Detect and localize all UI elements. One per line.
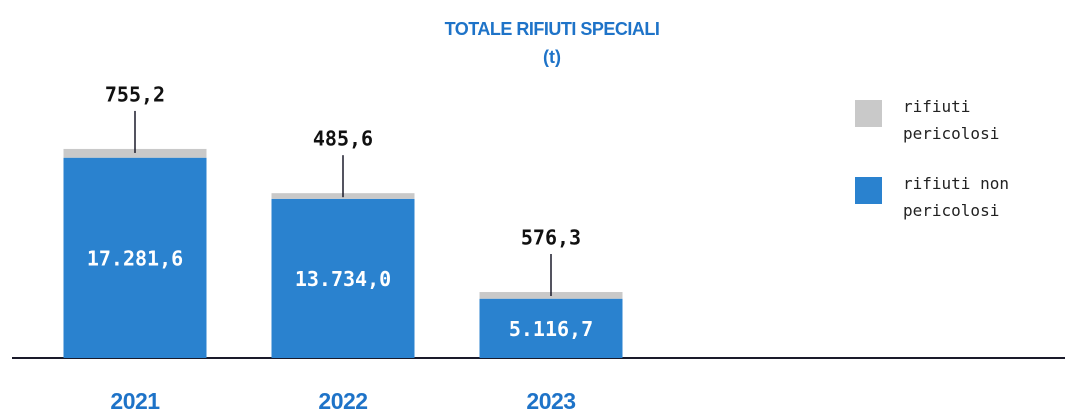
value-label: 485,6 [313, 127, 373, 151]
x-tick-label: 2021 [110, 388, 160, 414]
value-label: 576,3 [521, 226, 581, 250]
legend-label: rifiuti pericolosi [903, 97, 1000, 143]
bar-segment [479, 298, 623, 358]
legend-swatch [855, 100, 882, 127]
bar-segment [63, 148, 207, 158]
value-label: 5.116,7 [509, 317, 593, 341]
value-label: 17.281,6 [87, 246, 183, 270]
value-label: 13.734,0 [295, 267, 391, 291]
value-label: 755,2 [105, 82, 165, 106]
legend-swatch [855, 177, 882, 204]
bar-segment [63, 157, 207, 358]
chart-title: TOTALE RIFIUTI SPECIALI [445, 19, 660, 39]
legend-label: rifiuti non pericolosi [903, 174, 1009, 220]
x-tick-label: 2023 [526, 388, 575, 414]
x-tick-label: 2022 [318, 388, 367, 414]
chart-subtitle: (t) [543, 47, 561, 67]
bar-segment [271, 198, 415, 358]
